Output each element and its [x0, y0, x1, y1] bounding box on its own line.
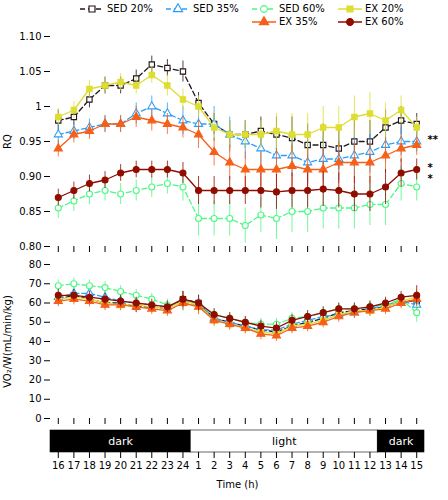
svg-text:dark: dark	[108, 435, 133, 448]
svg-text:Time (h): Time (h)	[216, 479, 259, 490]
svg-text:10: 10	[332, 460, 345, 471]
svg-text:3: 3	[227, 460, 233, 471]
html-text:EX 20%: EX 20%	[365, 3, 404, 14]
svg-text:15: 15	[410, 460, 423, 471]
svg-text:10: 10	[29, 393, 42, 404]
svg-text:9: 9	[320, 460, 326, 471]
svg-text:dark: dark	[389, 435, 414, 448]
svg-text:0.80: 0.80	[19, 241, 41, 252]
svg-text:16: 16	[52, 460, 65, 471]
svg-text:2: 2	[211, 460, 217, 471]
svg-text:12: 12	[364, 460, 377, 471]
svg-text:0.90: 0.90	[19, 171, 41, 182]
svg-text:17: 17	[68, 460, 81, 471]
svg-text:18: 18	[83, 460, 96, 471]
svg-text:19: 19	[99, 460, 112, 471]
html-text:SED 20%: SED 20%	[107, 3, 153, 14]
svg-text:60: 60	[29, 297, 42, 308]
svg-text:0.85: 0.85	[19, 206, 41, 217]
svg-text:11: 11	[348, 460, 361, 471]
svg-text:light: light	[272, 435, 297, 448]
html-text:SED 35%: SED 35%	[193, 3, 239, 14]
svg-text:8: 8	[304, 460, 310, 471]
svg-text:22: 22	[145, 460, 158, 471]
svg-text:20: 20	[29, 374, 42, 385]
svg-text:4: 4	[242, 460, 248, 471]
svg-text:0.95: 0.95	[19, 136, 41, 147]
html-text:EX 60%: EX 60%	[365, 16, 404, 27]
svg-text:*: *	[428, 162, 434, 173]
svg-text:6: 6	[273, 460, 279, 471]
svg-text:30: 30	[29, 355, 42, 366]
svg-text:40: 40	[29, 336, 42, 347]
svg-text:*: *	[428, 173, 434, 184]
svg-text:7: 7	[289, 460, 295, 471]
svg-text:**: **	[428, 134, 439, 145]
svg-text:70: 70	[29, 278, 42, 289]
svg-text:1: 1	[35, 101, 41, 112]
html-text:SED 60%: SED 60%	[279, 3, 325, 14]
svg-text:1.05: 1.05	[19, 66, 41, 77]
svg-text:20: 20	[114, 460, 127, 471]
svg-text:14: 14	[395, 460, 408, 471]
svg-text:5: 5	[258, 460, 264, 471]
svg-text:13: 13	[379, 460, 392, 471]
svg-text:RQ: RQ	[2, 134, 13, 149]
svg-text:VO₂/W(mL/min/kg): VO₂/W(mL/min/kg)	[2, 295, 13, 388]
svg-text:21: 21	[130, 460, 143, 471]
svg-text:80: 80	[29, 259, 42, 270]
svg-text:24: 24	[177, 460, 190, 471]
svg-text:1: 1	[195, 460, 201, 471]
svg-text:23: 23	[161, 460, 174, 471]
svg-text:50: 50	[29, 316, 42, 327]
svg-text:0: 0	[35, 413, 41, 424]
html-text:EX 35%: EX 35%	[279, 16, 318, 27]
svg-text:1.10: 1.10	[19, 31, 41, 42]
